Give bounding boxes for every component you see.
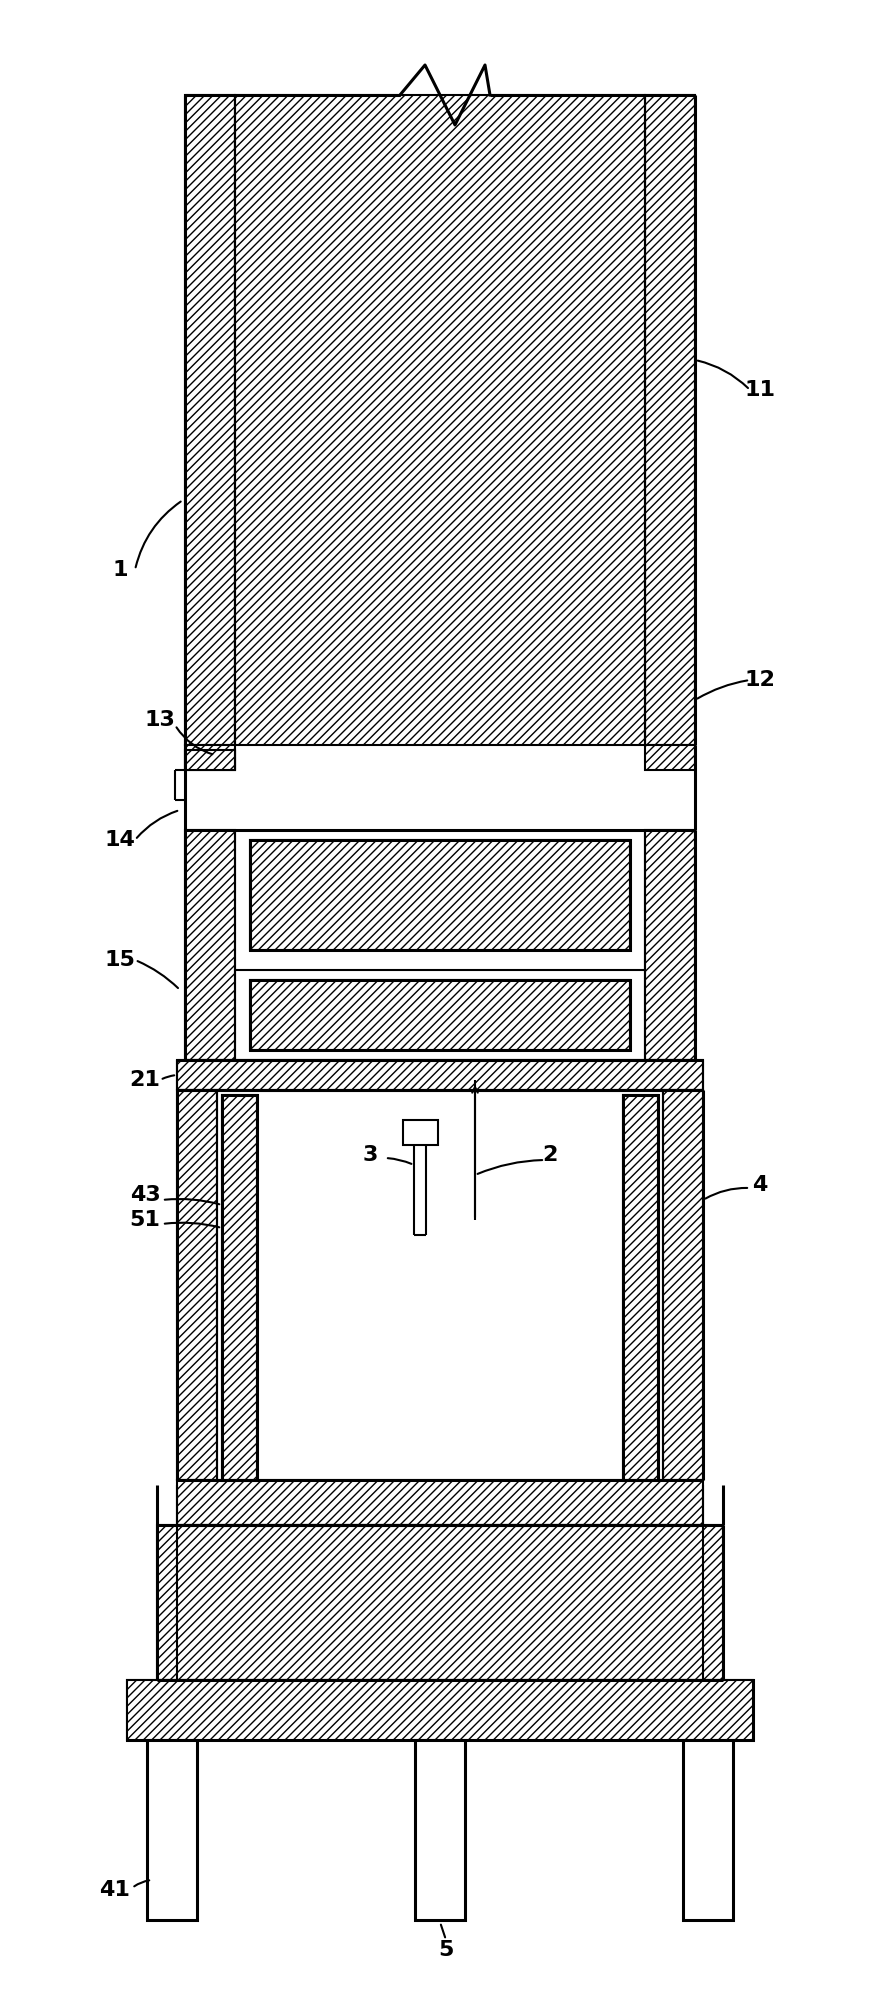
Text: 1: 1 (112, 559, 128, 579)
Text: 13: 13 (145, 711, 176, 731)
Text: 3: 3 (362, 1145, 377, 1165)
Bar (415, 1740, 465, 1919)
Bar (127, 1680, 753, 1740)
Bar (185, 830, 235, 1059)
Text: 12: 12 (745, 671, 775, 691)
Bar (177, 1089, 217, 1479)
Text: 2: 2 (542, 1145, 558, 1165)
Bar (177, 1059, 703, 1089)
Bar (185, 745, 235, 771)
Bar (623, 1095, 658, 1479)
Text: 14: 14 (104, 830, 136, 850)
Bar (250, 980, 630, 1049)
Bar (147, 1740, 197, 1919)
Bar (663, 1089, 703, 1479)
Bar (185, 96, 235, 745)
Bar (645, 830, 695, 1059)
Bar (235, 96, 645, 745)
Bar (645, 745, 695, 771)
Bar (127, 1680, 753, 1740)
Text: 21: 21 (129, 1069, 161, 1089)
Text: 51: 51 (129, 1211, 161, 1230)
Bar (222, 1095, 257, 1479)
Text: 4: 4 (752, 1175, 768, 1195)
Text: 43: 43 (129, 1185, 161, 1205)
Text: 15: 15 (104, 950, 136, 970)
Bar (250, 840, 630, 950)
Bar (157, 1525, 723, 1680)
Bar (185, 751, 235, 771)
Bar (683, 1740, 733, 1919)
Bar (250, 980, 630, 1049)
Bar (177, 1479, 703, 1525)
Bar (623, 1095, 658, 1479)
Bar (403, 1121, 438, 1145)
Bar (250, 840, 630, 950)
Bar (645, 96, 695, 745)
Text: 5: 5 (438, 1939, 454, 1959)
Text: 41: 41 (100, 1880, 130, 1899)
Bar (222, 1095, 257, 1479)
Text: 11: 11 (745, 380, 775, 400)
